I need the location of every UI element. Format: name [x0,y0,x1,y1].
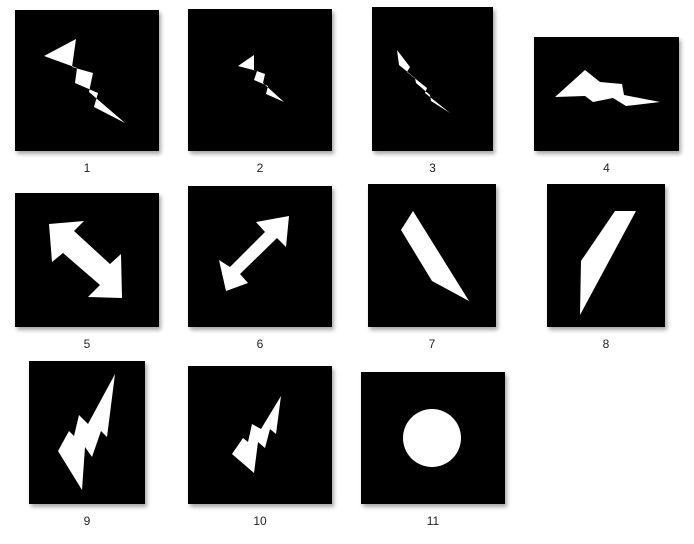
thumbnail-label: 2 [256,161,264,175]
slanted-parallelogram-icon [580,211,636,315]
thumbnail-image [188,9,332,151]
thumbnail-label: 10 [253,514,267,528]
thumbnail-5[interactable]: 5 [15,193,159,351]
thumbnail-9[interactable]: 9 [29,361,145,528]
thumbnail-label: 9 [83,514,91,528]
upward-lightning-bolt-icon [232,396,281,473]
thumbnail-2[interactable]: 2 [188,9,332,175]
thumbnail-7[interactable]: 7 [368,184,496,351]
flat-lightning-bolt-icon [555,70,660,106]
slanted-parallelogram-icon [401,211,469,301]
thumbnail-image [361,372,505,504]
lightning-bolt-icon [44,39,125,123]
thumbnail-label: 8 [602,337,610,351]
thumbnail-image [368,184,496,327]
thumbnail-image [29,361,145,504]
thumbnail-image [15,193,159,327]
small-lightning-bolt-icon [238,55,284,102]
thumbnail-image [547,184,665,327]
thumbnail-image [15,10,159,151]
thumbnail-4[interactable]: 4 [534,37,679,175]
thumbnail-label: 4 [603,161,610,175]
thumbnail-label: 6 [256,337,264,351]
narrow-lightning-bolt-icon [397,50,450,113]
upward-lightning-bolt-icon [58,374,115,490]
thumbnail-label: 3 [429,161,436,175]
thumbnail-3[interactable]: 3 [372,7,493,175]
diagonal-double-arrow-icon [49,221,122,298]
thumbnail-image [372,7,493,151]
thumbnail-6[interactable]: 6 [188,186,332,351]
thumbnail-1[interactable]: 1 [15,10,159,175]
thumbnail-image [188,366,332,504]
thumbnail-11[interactable]: 11 [361,372,505,528]
thumbnail-label: 11 [426,514,440,528]
thumbnail-label: 5 [83,337,91,351]
thumbnail-image [188,186,332,327]
thumbnail-image [534,37,679,151]
thumbnail-8[interactable]: 8 [547,184,665,351]
thumbnail-10[interactable]: 10 [188,366,332,528]
diagonal-double-arrow-icon [219,216,289,291]
thumbnail-label: 1 [83,161,91,175]
thumbnail-label: 7 [428,337,436,351]
circle-icon [403,409,461,467]
